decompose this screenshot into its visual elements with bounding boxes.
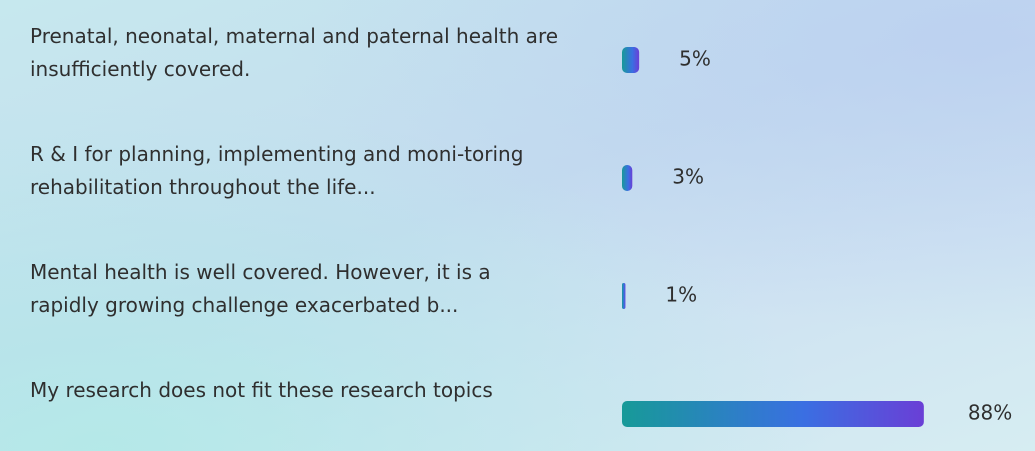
bar: [622, 47, 640, 73]
option-label: Mental health is well covered. However, …: [30, 260, 491, 317]
option-label: Prenatal, neonatal, maternal and paterna…: [30, 24, 559, 81]
bar: [622, 165, 633, 191]
option-label: My research does not fit these research …: [30, 378, 493, 402]
value-label: 1%: [665, 283, 697, 307]
value-label: 88%: [968, 401, 1012, 425]
bar: [622, 283, 626, 309]
value-label: 3%: [672, 165, 704, 189]
option-label: R & I for planning, implementing and mon…: [30, 142, 524, 199]
value-label: 5%: [679, 47, 711, 71]
bar: [622, 401, 924, 427]
